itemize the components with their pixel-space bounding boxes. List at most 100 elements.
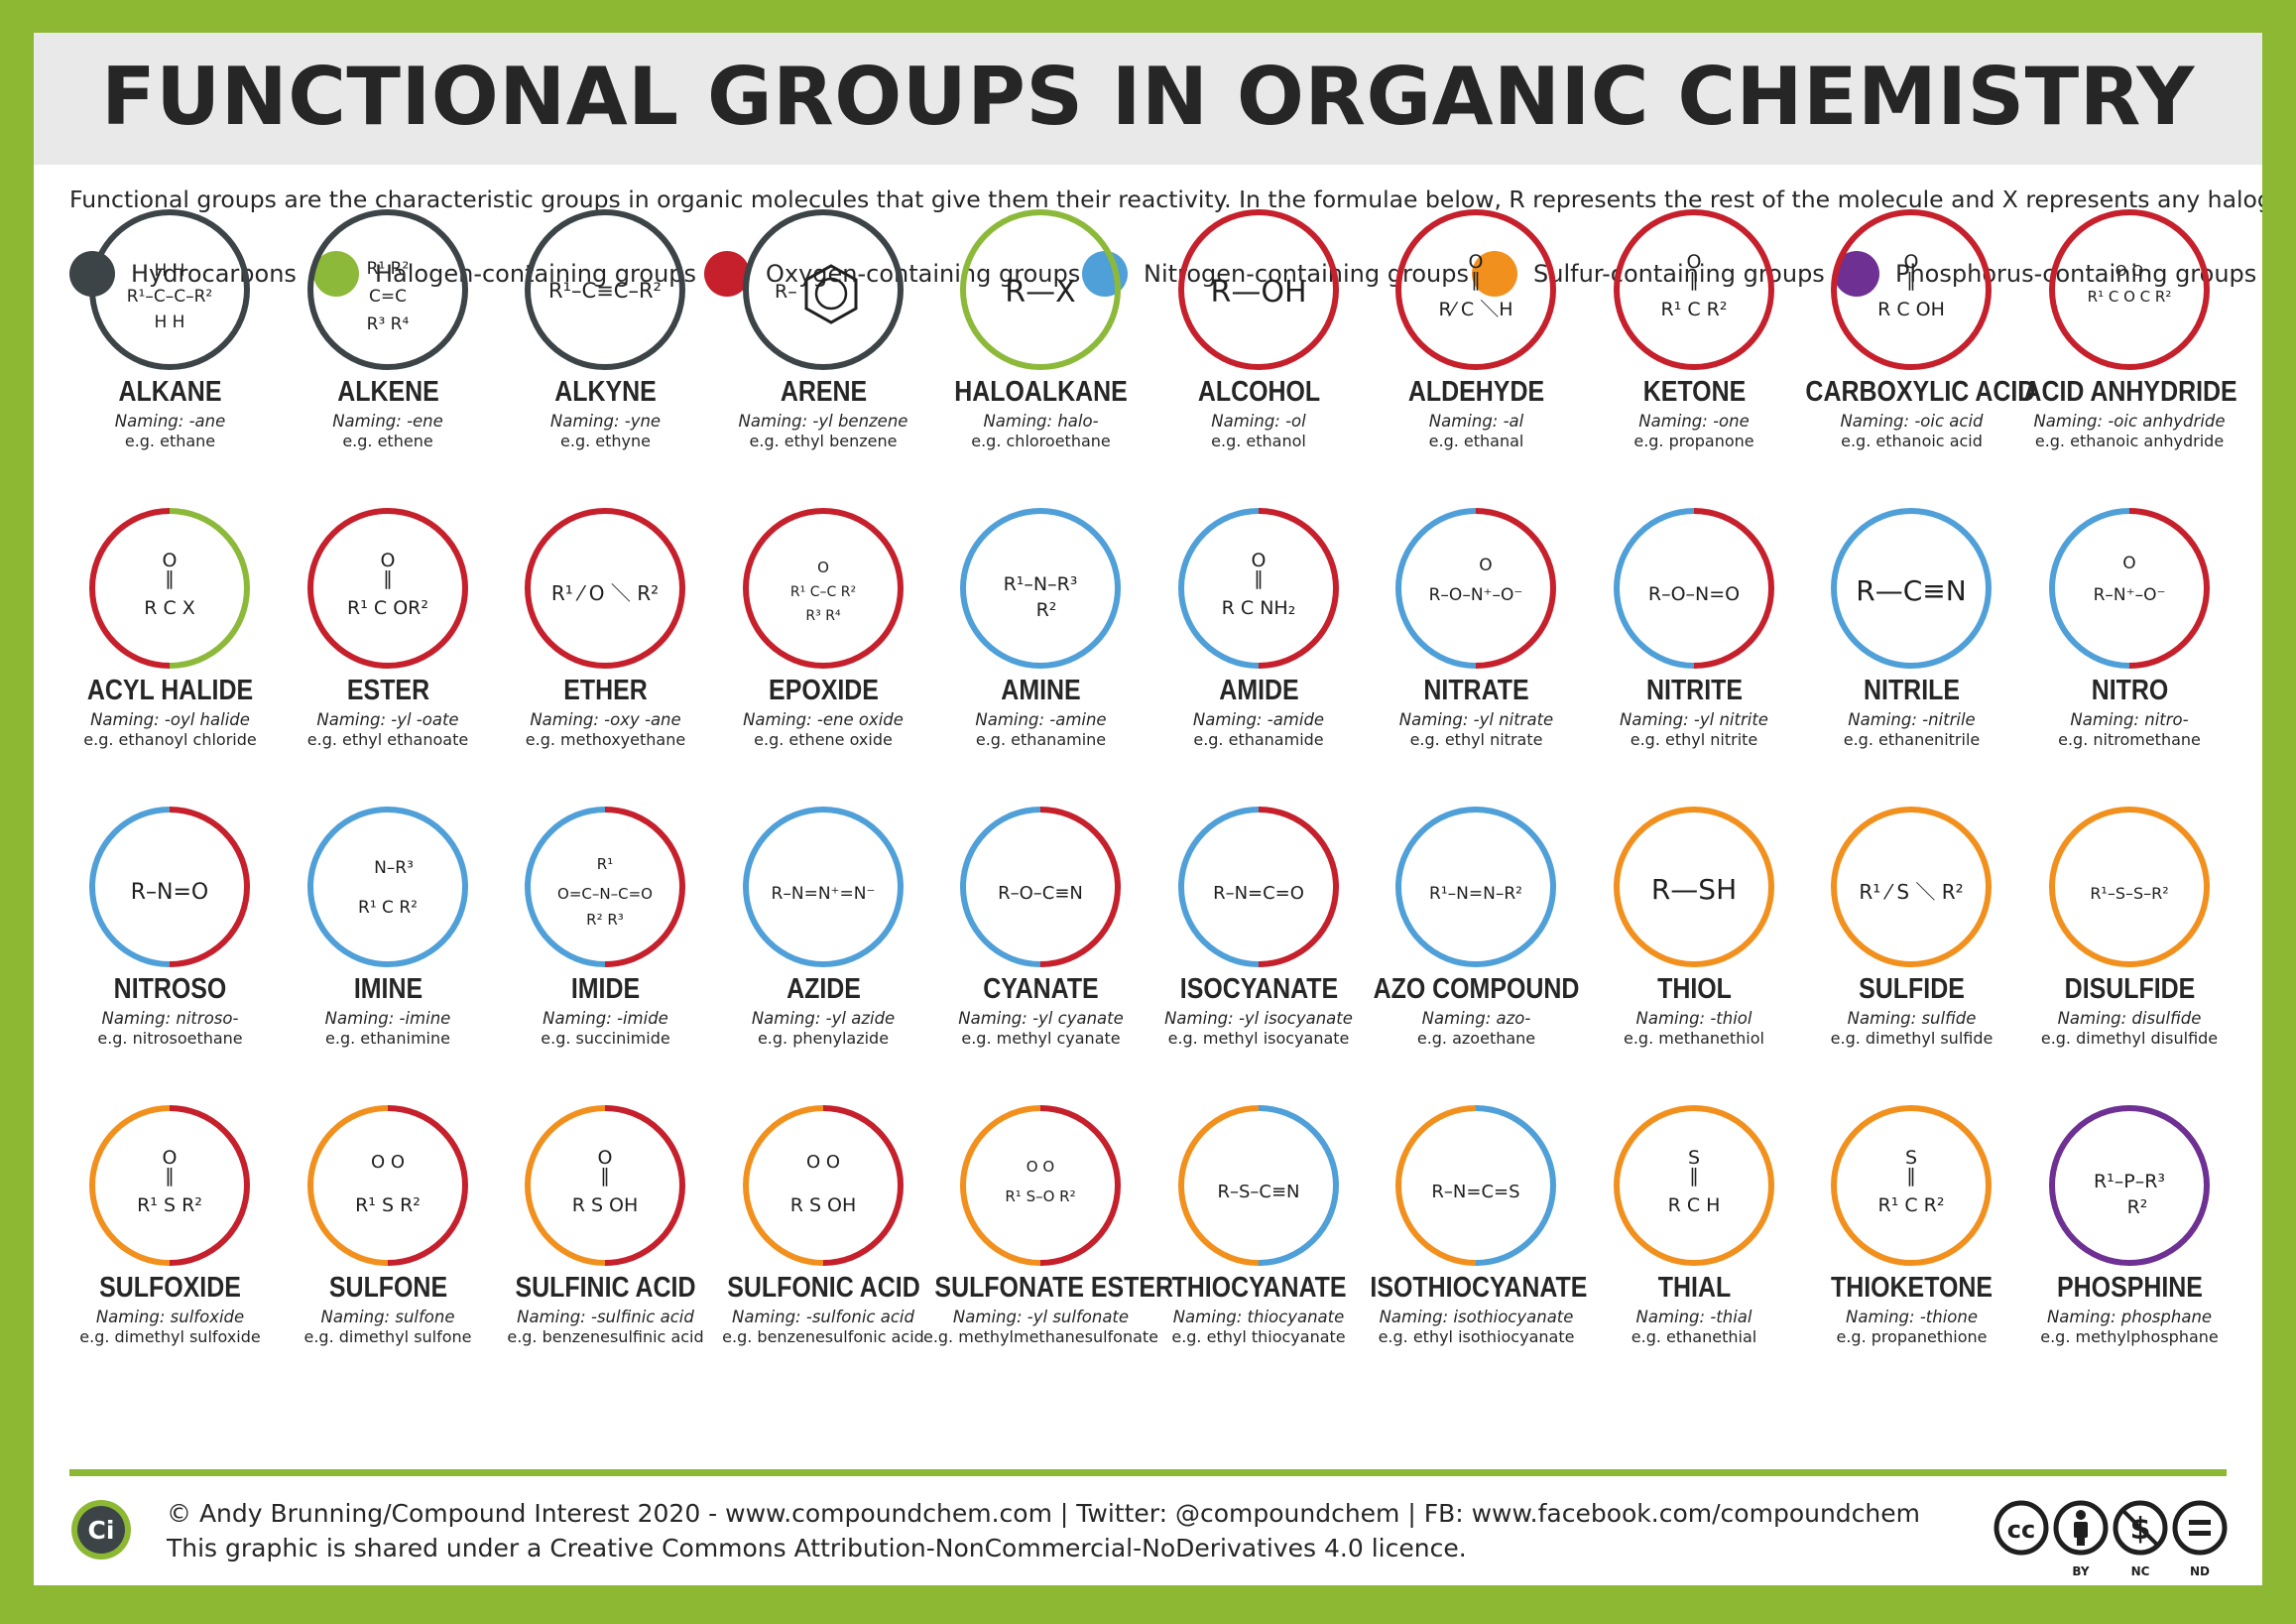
cyanate-structure-icon: R–O–C≡N — [960, 807, 1121, 967]
group-example: e.g. ethene — [342, 432, 433, 450]
group-example: e.g. methyl isocyanate — [1167, 1029, 1350, 1048]
epoxide-structure-icon: O R¹ C–C R² R³ R⁴ — [742, 508, 904, 669]
svg-text:R¹: R¹ — [597, 855, 613, 873]
group-naming: Naming: -yl nitrite — [1620, 710, 1768, 729]
svg-text:R¹ R²: R¹ R² — [366, 259, 409, 279]
group-name: ALKYNE — [554, 376, 657, 408]
group-carboxylic-acid: O ‖ R C OH CARBOXYLIC ACID Naming: -oic acid… — [1803, 206, 2035, 484]
group-isothiocyanate: R–N=C=S ISOTHIOCYANATE Naming: isothiocyan… — [1368, 1102, 1587, 1380]
svg-text:R⁄ C ＼H: R⁄ C ＼H — [1438, 299, 1512, 320]
group-name: ETHER — [563, 675, 648, 706]
group-example: e.g. succinimide — [541, 1029, 670, 1048]
group-example: e.g. dimethyl sulfide — [1830, 1029, 1994, 1048]
group-name: NITRATE — [1423, 675, 1529, 706]
footer-divider — [69, 1469, 2227, 1476]
thiocyanate-structure-icon: R–S–C≡N — [1177, 1105, 1339, 1266]
nitrile-structure-icon: R—C≡N — [1831, 508, 1992, 669]
ketone-structure-icon: O‖ R¹ C R² — [1613, 209, 1774, 370]
svg-text:R¹ ⁄ O ＼ R²: R¹ ⁄ O ＼ R² — [551, 581, 659, 605]
group-example: e.g. ethanenitrile — [1843, 730, 1981, 749]
group-example: e.g. benzenesulfonic acid — [722, 1327, 924, 1346]
svg-text:O O: O O — [2115, 262, 2142, 280]
group-naming: Naming: -thial — [1635, 1308, 1752, 1326]
thiol-structure-icon: R—SH — [1613, 807, 1774, 967]
svg-text:R C H: R C H — [1667, 1194, 1720, 1216]
group-name: AMIDE — [1218, 675, 1299, 706]
group-naming: Naming: -yne — [549, 412, 662, 431]
imine-structure-icon: N–R³ R¹ C R² — [306, 807, 468, 967]
group-example: e.g. propanethione — [1836, 1327, 1988, 1346]
footer-licence: This graphic is shared under a Creative … — [167, 1534, 1467, 1562]
group-name: ESTER — [346, 675, 429, 706]
group-example: e.g. phenylazide — [757, 1029, 890, 1048]
disulfide-structure-icon: R¹–S–S–R² — [2048, 807, 2210, 967]
alkane-structure-icon: H H R¹–C–C–R² H H — [89, 209, 250, 370]
nitroso-structure-icon: R–N=O — [89, 807, 250, 967]
ether-structure-icon: R¹ ⁄ O ＼ R² — [525, 508, 685, 669]
isothiocyanate-structure-icon: R–N=C=S — [1395, 1105, 1556, 1266]
group-epoxide: O R¹ C–C R² R³ R⁴ EPOXIDE Naming: -ene oxide… — [715, 505, 932, 783]
group-naming: Naming: thiocyanate — [1172, 1308, 1345, 1326]
legend-label: Phosphorus-containing groups — [1895, 260, 2257, 288]
group-amide: O ‖ R C NH₂ AMIDE Naming: -amide e.g. ethanam… — [1150, 505, 1368, 783]
svg-text:R³ R⁴: R³ R⁴ — [366, 314, 409, 334]
group-amine: R¹–N–R³ R² AMINE Naming: -amine e.g. ethanam… — [932, 505, 1149, 783]
group-naming: Naming: -oxy -ane — [530, 710, 681, 729]
svg-text:O: O — [1251, 550, 1266, 571]
carboxylic-acid-structure-icon: O‖ R C OH — [1831, 209, 1992, 370]
group-naming: Naming: -imide — [543, 1009, 668, 1028]
group-name: ISOCYANATE — [1179, 973, 1338, 1005]
svg-text:R—C≡N: R—C≡N — [1856, 574, 1966, 607]
amide-structure-icon: O‖ R C NH₂ — [1177, 508, 1339, 669]
svg-text:R—SH: R—SH — [1650, 873, 1736, 906]
svg-text:R¹ C–C R²: R¹ C–C R² — [789, 584, 855, 600]
group-name: THIOL — [1656, 973, 1732, 1005]
svg-text:R³ R⁴: R³ R⁴ — [805, 608, 841, 624]
group-sulfonate-ester: O O R¹ S–O R² SULFONATE ESTER Naming: -yl s… — [923, 1102, 1173, 1380]
group-naming: Naming: -al — [1428, 412, 1524, 431]
group-disulfide: R¹–S–S–R² DISULFIDE Naming: disulfide e.g. … — [2021, 804, 2238, 1081]
svg-text:‖: ‖ — [165, 567, 175, 589]
group-name: ALKANE — [118, 376, 222, 408]
group-name: NITRITE — [1645, 675, 1743, 706]
svg-text:R¹ C R²: R¹ C R² — [358, 898, 418, 918]
svg-text:S: S — [1905, 1147, 1917, 1169]
ester-structure-icon: O‖ R¹ C OR² — [306, 508, 468, 669]
group-imine: N–R³ R¹ C R² IMINE Naming: -imine e.g. ethan… — [280, 804, 497, 1081]
svg-text:‖: ‖ — [1906, 1165, 1916, 1187]
svg-text:O O: O O — [805, 1152, 839, 1173]
group-isocyanate: R–N=C=O ISOCYANATE Naming: -yl isocyanate e… — [1150, 804, 1368, 1081]
group-name: EPOXIDE — [768, 675, 879, 706]
group-cyanate: R–O–C≡N CYANATE Naming: -yl cyanate e.g. me… — [932, 804, 1149, 1081]
svg-text:cc: cc — [2007, 1516, 2035, 1544]
svg-text:R² R³: R² R³ — [586, 911, 624, 929]
legend-item-nitrogen: Nitrogen-containing groups — [1082, 246, 1469, 302]
group-naming: Naming: -sulfinic acid — [517, 1308, 694, 1326]
legend-item-halogen: Halogen-containing groups — [313, 246, 696, 302]
svg-text:‖: ‖ — [1906, 269, 1916, 291]
svg-text:O: O — [163, 1147, 178, 1169]
group-ester: O ‖ R¹ C OR² ESTER Naming: -yl -oate e.g. eth… — [280, 505, 497, 783]
svg-text:R–N⁺–O⁻: R–N⁺–O⁻ — [2093, 585, 2165, 605]
group-name: SULFINIC ACID — [515, 1272, 696, 1304]
svg-text:R C OH: R C OH — [1877, 299, 1945, 320]
group-naming: Naming: azo- — [1421, 1009, 1531, 1028]
group-example: e.g. ethene oxide — [754, 730, 893, 749]
group-example: e.g. ethanethial — [1631, 1327, 1757, 1346]
group-sulfide: R¹ ⁄ S ＼ R² SULFIDE Naming: sulfide e.g. di… — [1803, 804, 2020, 1081]
group-naming: Naming: sulfide — [1847, 1009, 1977, 1028]
svg-text:H H: H H — [155, 312, 185, 332]
group-name: THIOCYANATE — [1170, 1272, 1346, 1304]
group-alcohol: R—OH ALCOHOL Naming: -ol e.g. ethanol — [1150, 206, 1368, 484]
group-naming: Naming: -thione — [1845, 1308, 1978, 1326]
alkene-structure-icon: R¹ R² C=C R³ R⁴ — [306, 209, 468, 370]
group-naming: Naming: -thiol — [1635, 1009, 1752, 1028]
svg-text:R¹ ⁄ S ＼ R²: R¹ ⁄ S ＼ R² — [1859, 880, 1963, 904]
sulfide-structure-icon: R¹ ⁄ S ＼ R² — [1831, 807, 1992, 967]
group-naming: Naming: -ol — [1211, 412, 1306, 431]
svg-text:R–: R– — [775, 281, 797, 303]
svg-text:R–N=C=O: R–N=C=O — [1213, 883, 1304, 904]
group-name: ALDEHYDE — [1407, 376, 1545, 408]
group-name: HALOALKANE — [954, 376, 1128, 408]
arene-structure-icon: R– — [742, 209, 904, 370]
